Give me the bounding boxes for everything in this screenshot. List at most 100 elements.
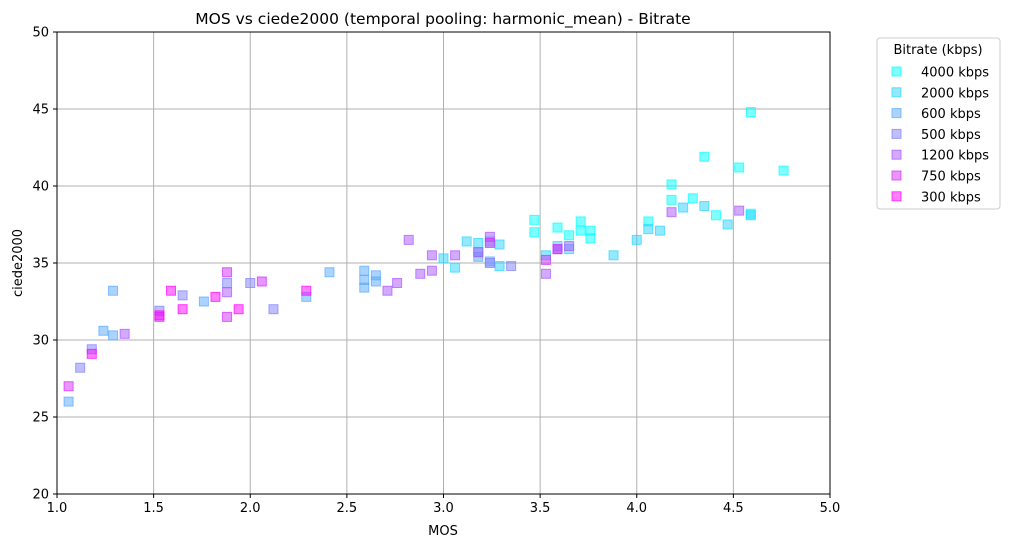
- data-point: [473, 247, 484, 258]
- data-point: [608, 250, 619, 261]
- legend-label: 600 kbps: [921, 107, 981, 122]
- legend-label: 300 kbps: [921, 190, 981, 205]
- legend-marker: [891, 87, 902, 98]
- data-points: [63, 107, 789, 407]
- data-point: [654, 225, 665, 236]
- data-point: [461, 236, 472, 247]
- y-tick-label: 35: [32, 257, 49, 272]
- data-point: [473, 237, 484, 248]
- legend-label: 4000 kbps: [921, 66, 989, 81]
- data-point: [108, 330, 119, 341]
- data-point: [63, 381, 74, 392]
- data-point: [108, 285, 119, 296]
- data-point: [450, 250, 461, 261]
- data-point: [359, 282, 370, 293]
- legend-label: 500 kbps: [921, 128, 981, 143]
- legend-marker: [891, 66, 902, 77]
- x-tick-label: 3.5: [530, 501, 551, 516]
- data-point: [494, 261, 505, 272]
- y-axis-label: ciede2000: [11, 229, 26, 297]
- legend-items: 4000 kbps 2000 kbps 600 kbps 500 kbps 1200 k…: [891, 66, 989, 205]
- y-tick-label: 25: [32, 411, 49, 426]
- data-point: [699, 151, 710, 162]
- x-tick-label: 1.5: [143, 501, 164, 516]
- data-point: [745, 107, 756, 118]
- legend-marker: [891, 128, 902, 139]
- data-point: [484, 258, 495, 268]
- legend-marker: [891, 108, 902, 119]
- x-tick-label: 2.0: [240, 501, 261, 516]
- data-point: [222, 278, 233, 289]
- legend: Bitrate (kbps) 4000 kbps 2000 kbps 600 kbp…: [876, 37, 1001, 210]
- y-tick-label: 20: [32, 488, 49, 503]
- data-point: [494, 239, 505, 250]
- data-point: [666, 207, 677, 218]
- data-point: [426, 265, 437, 276]
- data-point: [415, 268, 426, 279]
- axis-ticks: 1.0 1.5 2.0 2.5 3.0 3.5 4.0 4.5 5.0 20 25 30 35 40 45 5…: [32, 26, 840, 517]
- data-point: [564, 241, 575, 252]
- data-point: [382, 285, 393, 296]
- data-point: [426, 250, 437, 261]
- x-tick-label: 4.5: [723, 501, 744, 516]
- x-tick-label: 4.0: [626, 501, 647, 516]
- data-point: [734, 205, 745, 216]
- legend-label: 1200 kbps: [921, 149, 989, 164]
- data-point: [529, 227, 540, 238]
- data-point: [177, 290, 188, 301]
- y-tick-label: 40: [32, 180, 49, 195]
- data-point: [722, 219, 733, 230]
- data-point: [778, 165, 789, 176]
- data-point: [552, 222, 563, 233]
- data-point: [222, 287, 233, 298]
- data-point: [484, 237, 495, 248]
- legend-marker: [891, 149, 902, 160]
- data-point: [631, 234, 642, 245]
- data-point: [745, 210, 756, 221]
- legend-title: Bitrate (kbps): [893, 43, 982, 58]
- data-point: [450, 262, 461, 273]
- data-point: [734, 162, 745, 173]
- data-point: [529, 214, 540, 225]
- x-tick-label: 2.5: [337, 501, 358, 516]
- data-point: [370, 276, 381, 287]
- data-point: [585, 233, 596, 244]
- chart-title: MOS vs ciede2000 (temporal pooling: harm…: [195, 10, 690, 29]
- data-point: [552, 244, 563, 255]
- legend-marker: [891, 170, 902, 181]
- data-point: [359, 265, 370, 276]
- x-axis-label: MOS: [428, 524, 458, 539]
- legend-frame: [876, 37, 1001, 210]
- data-point: [324, 267, 335, 278]
- data-point: [198, 296, 209, 307]
- legend-label: 750 kbps: [921, 170, 981, 185]
- data-point: [256, 276, 267, 287]
- data-point: [245, 278, 256, 289]
- data-point: [666, 194, 677, 205]
- data-point: [687, 193, 698, 204]
- data-point: [98, 325, 109, 336]
- data-point: [119, 328, 130, 339]
- data-point: [540, 254, 551, 265]
- data-point: [540, 268, 551, 279]
- data-point: [403, 234, 414, 245]
- data-point: [222, 311, 233, 322]
- data-point: [75, 362, 86, 373]
- data-point: [564, 230, 575, 241]
- data-point: [233, 304, 244, 315]
- data-point: [678, 202, 689, 213]
- data-point: [86, 348, 97, 359]
- x-tick-label: 3.0: [433, 501, 454, 516]
- y-tick-label: 45: [32, 103, 49, 118]
- data-point: [666, 179, 677, 190]
- data-point: [301, 285, 312, 296]
- data-point: [643, 224, 654, 235]
- legend-marker: [891, 191, 902, 202]
- data-point: [438, 253, 449, 264]
- y-tick-label: 50: [32, 26, 49, 41]
- data-point: [166, 285, 177, 296]
- y-tick-label: 30: [32, 334, 49, 349]
- data-point: [710, 210, 721, 221]
